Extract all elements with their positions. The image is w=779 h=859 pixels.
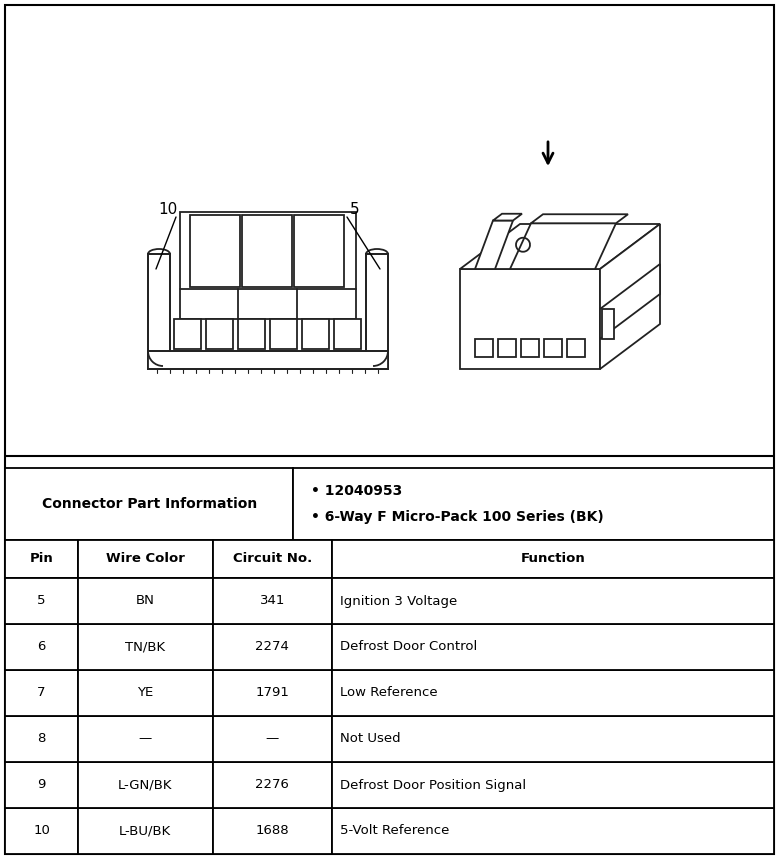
Bar — [242, 215, 292, 287]
Text: Wire Color: Wire Color — [106, 552, 185, 565]
Bar — [294, 215, 344, 287]
Bar — [213, 716, 332, 762]
Text: Low Reference: Low Reference — [340, 686, 438, 699]
Bar — [460, 269, 600, 369]
Text: YE: YE — [137, 686, 153, 699]
Bar — [5, 670, 78, 716]
Bar — [174, 319, 202, 349]
Polygon shape — [493, 214, 522, 221]
Text: 5: 5 — [351, 202, 360, 216]
Bar — [498, 339, 516, 357]
Bar — [78, 540, 213, 578]
Text: Circuit No.: Circuit No. — [233, 552, 312, 565]
Text: • 6-Way F Micro-Pack 100 Series (BK): • 6-Way F Micro-Pack 100 Series (BK) — [312, 510, 605, 524]
Text: 8: 8 — [37, 733, 46, 746]
Text: 5-Volt Reference: 5-Volt Reference — [340, 825, 449, 838]
Bar — [5, 716, 78, 762]
Bar — [475, 339, 493, 357]
Bar — [213, 670, 332, 716]
Polygon shape — [600, 264, 660, 339]
Bar — [5, 468, 294, 540]
Text: • 12040953: • 12040953 — [312, 484, 403, 498]
Bar — [334, 319, 361, 349]
Bar — [332, 716, 774, 762]
Bar — [78, 808, 213, 854]
Text: Function: Function — [520, 552, 585, 565]
Polygon shape — [600, 224, 660, 369]
Bar — [213, 578, 332, 624]
Text: 5: 5 — [37, 594, 46, 607]
Polygon shape — [531, 214, 628, 223]
Text: 1791: 1791 — [256, 686, 289, 699]
Text: Connector Part Information: Connector Part Information — [41, 497, 257, 511]
Text: L-GN/BK: L-GN/BK — [118, 778, 173, 791]
Bar — [78, 670, 213, 716]
Text: 6: 6 — [37, 641, 46, 654]
Bar — [302, 319, 330, 349]
Bar — [213, 540, 332, 578]
Bar — [521, 339, 539, 357]
Bar — [5, 808, 78, 854]
Bar — [5, 624, 78, 670]
Bar — [5, 578, 78, 624]
Bar — [238, 319, 266, 349]
Bar — [366, 254, 388, 369]
Text: 341: 341 — [259, 594, 285, 607]
Text: Defrost Door Control: Defrost Door Control — [340, 641, 477, 654]
Text: 2274: 2274 — [256, 641, 289, 654]
Bar — [213, 808, 332, 854]
Bar — [5, 762, 78, 808]
Text: Not Used: Not Used — [340, 733, 400, 746]
Bar — [332, 670, 774, 716]
Bar — [78, 578, 213, 624]
Bar — [544, 339, 562, 357]
Text: 10: 10 — [158, 202, 178, 216]
Polygon shape — [475, 221, 513, 269]
Text: 2276: 2276 — [256, 778, 289, 791]
Text: BN: BN — [136, 594, 155, 607]
Bar — [5, 540, 78, 578]
Polygon shape — [510, 223, 616, 269]
Bar — [148, 254, 170, 369]
Bar — [180, 212, 356, 319]
Bar — [190, 215, 240, 287]
Text: Ignition 3 Voltage: Ignition 3 Voltage — [340, 594, 457, 607]
Bar — [148, 351, 388, 369]
Bar — [213, 624, 332, 670]
Bar — [213, 762, 332, 808]
Bar — [270, 319, 298, 349]
Bar — [332, 624, 774, 670]
Bar — [332, 762, 774, 808]
Bar — [332, 578, 774, 624]
Bar — [602, 309, 614, 339]
Text: L-BU/BK: L-BU/BK — [119, 825, 171, 838]
Text: —: — — [139, 733, 152, 746]
Text: 9: 9 — [37, 778, 46, 791]
Bar — [294, 468, 774, 540]
Text: 7: 7 — [37, 686, 46, 699]
Text: 1688: 1688 — [256, 825, 289, 838]
Bar — [206, 319, 234, 349]
Bar — [78, 762, 213, 808]
Text: 10: 10 — [33, 825, 50, 838]
Text: Defrost Door Position Signal: Defrost Door Position Signal — [340, 778, 526, 791]
Text: —: — — [266, 733, 279, 746]
Bar — [78, 716, 213, 762]
Polygon shape — [460, 224, 660, 269]
Text: TN/BK: TN/BK — [125, 641, 165, 654]
Bar — [78, 624, 213, 670]
Bar — [332, 540, 774, 578]
Bar — [332, 808, 774, 854]
Text: Pin: Pin — [30, 552, 54, 565]
Bar — [567, 339, 585, 357]
